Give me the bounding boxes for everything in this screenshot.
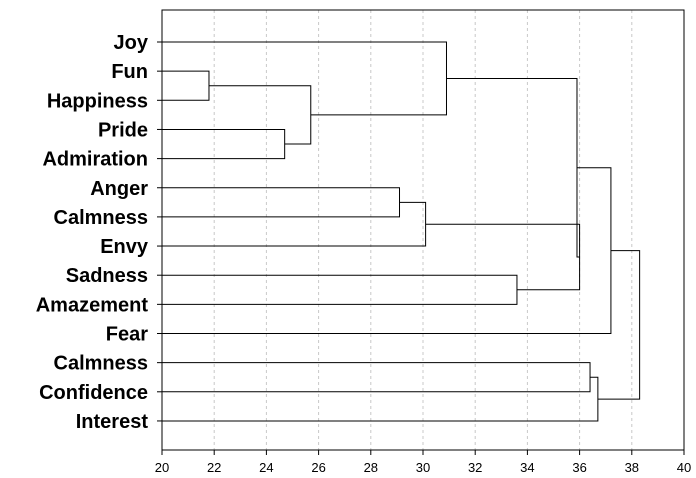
x-axis-ticks: 20 22 24 26 28 30 32 34 36 38 40 [155,41,691,475]
dendrogram-link [162,376,599,422]
dendrogram-link [597,250,641,400]
leaf-label: Amazement [36,294,149,316]
grid [213,10,633,450]
dendrogram-link [162,167,612,334]
dendrogram-link [162,274,518,305]
x-tick-label: 22 [207,460,221,475]
dendrogram-links [162,41,641,422]
dendrogram-link [162,41,447,116]
dendrogram-link [446,77,580,258]
x-tick-label: 28 [364,460,378,475]
x-tick-label: 26 [311,460,325,475]
leaf-label: Fun [111,61,148,83]
leaf-label: Sadness [66,265,148,287]
leaf-label: Fear [106,324,148,346]
leaf-label: Calmness [54,353,149,375]
leaf-labels: Joy Fun Happiness Pride Admiration Anger Calmn… [36,32,149,433]
dendrogram-link [162,70,210,101]
x-tick-label: 36 [572,460,586,475]
leaf-label: Joy [114,32,149,54]
leaf-label: Confidence [39,382,148,404]
x-tick-label: 40 [677,460,691,475]
leaf-label: Calmness [54,207,149,229]
leaf-label: Envy [100,236,149,258]
x-tick-label: 20 [155,460,169,475]
leaf-label: Interest [76,411,149,433]
x-tick-label: 38 [625,460,639,475]
leaf-label: Anger [90,178,148,200]
leaf-label: Admiration [42,149,148,171]
dendrogram-link [162,201,427,247]
x-tick-label: 32 [468,460,482,475]
x-tick-label: 30 [416,460,430,475]
dendrogram-link [425,223,581,291]
dendrogram-link [162,187,401,218]
dendrogram-link [208,85,312,145]
x-tick-label: 24 [259,460,273,475]
leaf-label: Pride [98,119,148,141]
x-tick-label: 34 [520,460,534,475]
dendrogram-link [162,362,591,393]
leaf-label: Happiness [47,90,148,112]
